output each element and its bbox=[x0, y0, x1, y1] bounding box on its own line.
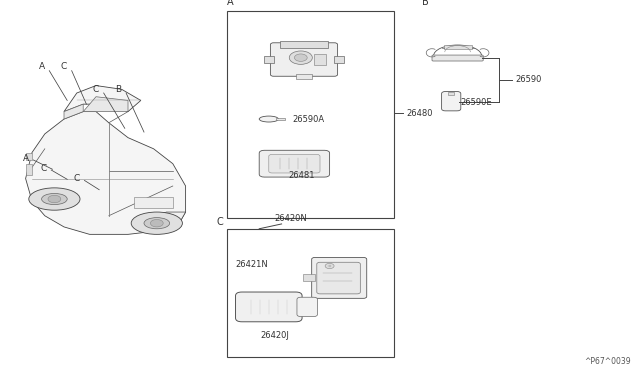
FancyBboxPatch shape bbox=[442, 92, 461, 111]
FancyBboxPatch shape bbox=[270, 43, 338, 76]
Text: 26480: 26480 bbox=[406, 109, 433, 118]
Ellipse shape bbox=[131, 212, 182, 234]
Polygon shape bbox=[64, 104, 83, 119]
Text: A: A bbox=[22, 154, 29, 163]
FancyBboxPatch shape bbox=[312, 257, 367, 298]
Text: A: A bbox=[227, 0, 234, 7]
Polygon shape bbox=[26, 164, 32, 175]
Text: 26420J: 26420J bbox=[260, 331, 290, 340]
Circle shape bbox=[150, 219, 163, 227]
Bar bbox=[227, 229, 394, 357]
Polygon shape bbox=[26, 153, 32, 160]
Bar bbox=[444, 45, 472, 49]
Bar bbox=[303, 274, 315, 281]
Ellipse shape bbox=[42, 193, 67, 205]
Text: C: C bbox=[74, 174, 80, 183]
Text: C: C bbox=[40, 164, 47, 173]
Text: C: C bbox=[216, 217, 223, 227]
Polygon shape bbox=[147, 212, 186, 231]
Text: B: B bbox=[422, 0, 429, 7]
Text: B: B bbox=[115, 85, 122, 94]
Text: C: C bbox=[93, 85, 99, 94]
Bar bbox=[334, 56, 344, 63]
Bar bbox=[296, 74, 312, 79]
Text: 26481: 26481 bbox=[288, 171, 314, 180]
Circle shape bbox=[294, 54, 307, 61]
Text: 26421N: 26421N bbox=[236, 260, 268, 269]
Text: 26590A: 26590A bbox=[292, 115, 324, 124]
Polygon shape bbox=[134, 197, 173, 208]
Ellipse shape bbox=[29, 188, 80, 210]
Bar bbox=[448, 92, 454, 95]
Circle shape bbox=[289, 51, 312, 64]
Text: 26420N: 26420N bbox=[275, 214, 308, 223]
Text: C: C bbox=[61, 62, 67, 71]
Polygon shape bbox=[83, 97, 128, 112]
Bar bbox=[227, 11, 394, 218]
Bar bbox=[264, 56, 274, 63]
Ellipse shape bbox=[259, 116, 278, 122]
Text: 26590: 26590 bbox=[515, 76, 541, 84]
Bar bbox=[280, 41, 328, 48]
FancyBboxPatch shape bbox=[432, 55, 483, 61]
FancyBboxPatch shape bbox=[297, 297, 317, 317]
Text: ^P67^0039: ^P67^0039 bbox=[584, 357, 630, 366]
Bar bbox=[276, 118, 285, 120]
Ellipse shape bbox=[144, 218, 170, 229]
Bar bbox=[314, 54, 326, 65]
Text: 26590E: 26590E bbox=[461, 98, 492, 107]
FancyBboxPatch shape bbox=[259, 150, 330, 177]
Circle shape bbox=[325, 263, 334, 269]
Text: A: A bbox=[38, 62, 45, 71]
Polygon shape bbox=[26, 112, 186, 234]
FancyBboxPatch shape bbox=[269, 154, 320, 173]
Polygon shape bbox=[64, 86, 141, 112]
FancyBboxPatch shape bbox=[236, 292, 302, 322]
FancyBboxPatch shape bbox=[317, 262, 360, 294]
Circle shape bbox=[48, 195, 61, 203]
